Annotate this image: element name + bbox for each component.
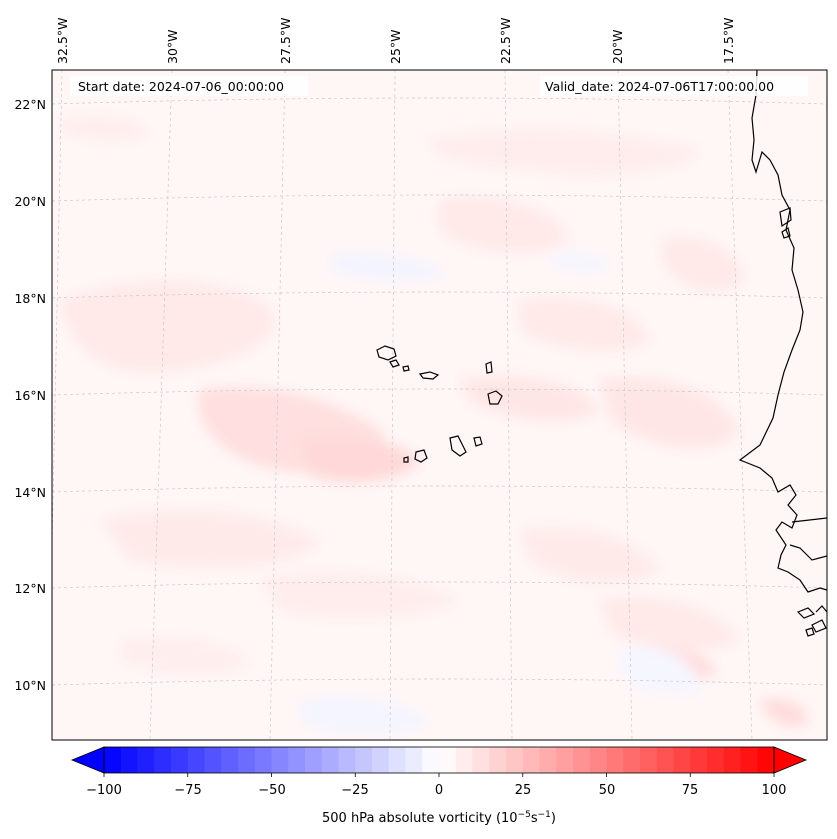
- cb-tick-label: −75: [174, 783, 201, 798]
- cb-tick-label: 0: [435, 783, 443, 798]
- colorbar-cell: [288, 747, 306, 773]
- graticule: [52, 70, 827, 740]
- colorbar-cell: [305, 747, 323, 773]
- lon-label-25w: 25°W: [388, 29, 403, 64]
- colorbar-cell: [372, 747, 390, 773]
- lon-label-27-5w: 27.5°W: [278, 18, 293, 64]
- start-date-label: Start date: 2024-07-06_00:00:00: [78, 79, 284, 94]
- lat-label-12n: 12°N: [14, 581, 46, 596]
- valid-date-label: Valid_date: 2024-07-06T17:00:00.00: [545, 79, 774, 94]
- cb-tick-label: −50: [258, 783, 285, 798]
- cb-tick-label: −25: [341, 783, 368, 798]
- lat-label-14n: 14°N: [14, 485, 46, 500]
- colorbar-cell: [254, 747, 272, 773]
- colorbar-cell: [104, 747, 122, 773]
- colorbar-cell: [388, 747, 406, 773]
- colorbar-max-extend: [773, 746, 808, 774]
- cb-tick-label: −100: [86, 783, 122, 798]
- map-field: [52, 70, 827, 740]
- lon-label-17-5w: 17.5°W: [721, 18, 736, 64]
- colorbar-cell: [690, 747, 708, 773]
- lat-label-10n: 10°N: [14, 678, 46, 693]
- lat-label-20n: 20°N: [14, 194, 46, 209]
- colorbar-cell: [355, 747, 373, 773]
- colorbar-cell: [321, 747, 339, 773]
- colorbar-cell: [740, 747, 758, 773]
- lat-label-22n: 22°N: [14, 97, 46, 112]
- colorbar-ticks: [103, 773, 775, 777]
- colorbar-cell: [238, 747, 256, 773]
- colorbar-cell: [506, 747, 524, 773]
- start-date-box: [70, 76, 308, 96]
- colorbar-cell: [422, 747, 440, 773]
- lat-label-18n: 18°N: [14, 291, 46, 306]
- colorbar-cell: [640, 747, 658, 773]
- colorbar-cell: [171, 747, 189, 773]
- lon-label-20w: 20°W: [610, 29, 625, 64]
- colorbar-cell: [573, 747, 591, 773]
- colorbar-cell: [405, 747, 423, 773]
- valid-date-box: [540, 76, 808, 96]
- colorbar-cell: [489, 747, 507, 773]
- colorbar-cell: [656, 747, 674, 773]
- lon-label-22-5w: 22.5°W: [498, 18, 513, 64]
- colorbar-cell: [455, 747, 473, 773]
- islands: [376, 345, 503, 463]
- colorbar-cell: [723, 747, 741, 773]
- colorbar-cell: [472, 747, 490, 773]
- colorbar-cell: [673, 747, 691, 773]
- colorbar-title: 500 hPa absolute vorticity (10−5s−1): [322, 810, 556, 826]
- lon-labels: 32.5°W 30°W 27.5°W 25°W 22.5°W 20°W 17.5…: [55, 18, 736, 64]
- cb-tick-label: 25: [515, 783, 532, 798]
- colorbar-tick-labels: −100 −75 −50 −25 0 25 50 75 100: [86, 783, 786, 798]
- colorbar-cell: [707, 747, 725, 773]
- colorbar-cell: [137, 747, 155, 773]
- colorbar-cell: [606, 747, 624, 773]
- colorbar-cell: [154, 747, 172, 773]
- colorbar-cell: [439, 747, 457, 773]
- coastline: [738, 70, 827, 637]
- colorbar-cell: [204, 747, 222, 773]
- colorbar-cell: [271, 747, 289, 773]
- colorbar-min-extend: [70, 746, 105, 774]
- colorbar-cell: [522, 747, 540, 773]
- colorbar-cell: [539, 747, 557, 773]
- colorbar-cell: [338, 747, 356, 773]
- map-frame: [51, 69, 828, 741]
- cb-tick-label: 75: [682, 783, 699, 798]
- colorbar-cell: [187, 747, 205, 773]
- vorticity-blobs: [60, 115, 808, 735]
- lon-label-32-5w: 32.5°W: [55, 18, 70, 64]
- cb-tick-label: 50: [599, 783, 616, 798]
- colorbar: −100 −75 −50 −25 0 25 50 75 100 500 hPa …: [70, 746, 808, 826]
- lat-labels: 22°N 20°N 18°N 16°N 14°N 12°N 10°N: [14, 97, 46, 693]
- lon-label-30w: 30°W: [165, 29, 180, 64]
- lat-label-16n: 16°N: [14, 388, 46, 403]
- colorbar-cell: [221, 747, 239, 773]
- cb-tick-label: 100: [762, 783, 787, 798]
- colorbar-cell: [589, 747, 607, 773]
- colorbar-cell: [623, 747, 641, 773]
- colorbar-cell: [556, 747, 574, 773]
- colorbar-cell: [757, 747, 775, 773]
- colorbar-cell: [120, 747, 138, 773]
- colorbar-cells: [104, 747, 775, 773]
